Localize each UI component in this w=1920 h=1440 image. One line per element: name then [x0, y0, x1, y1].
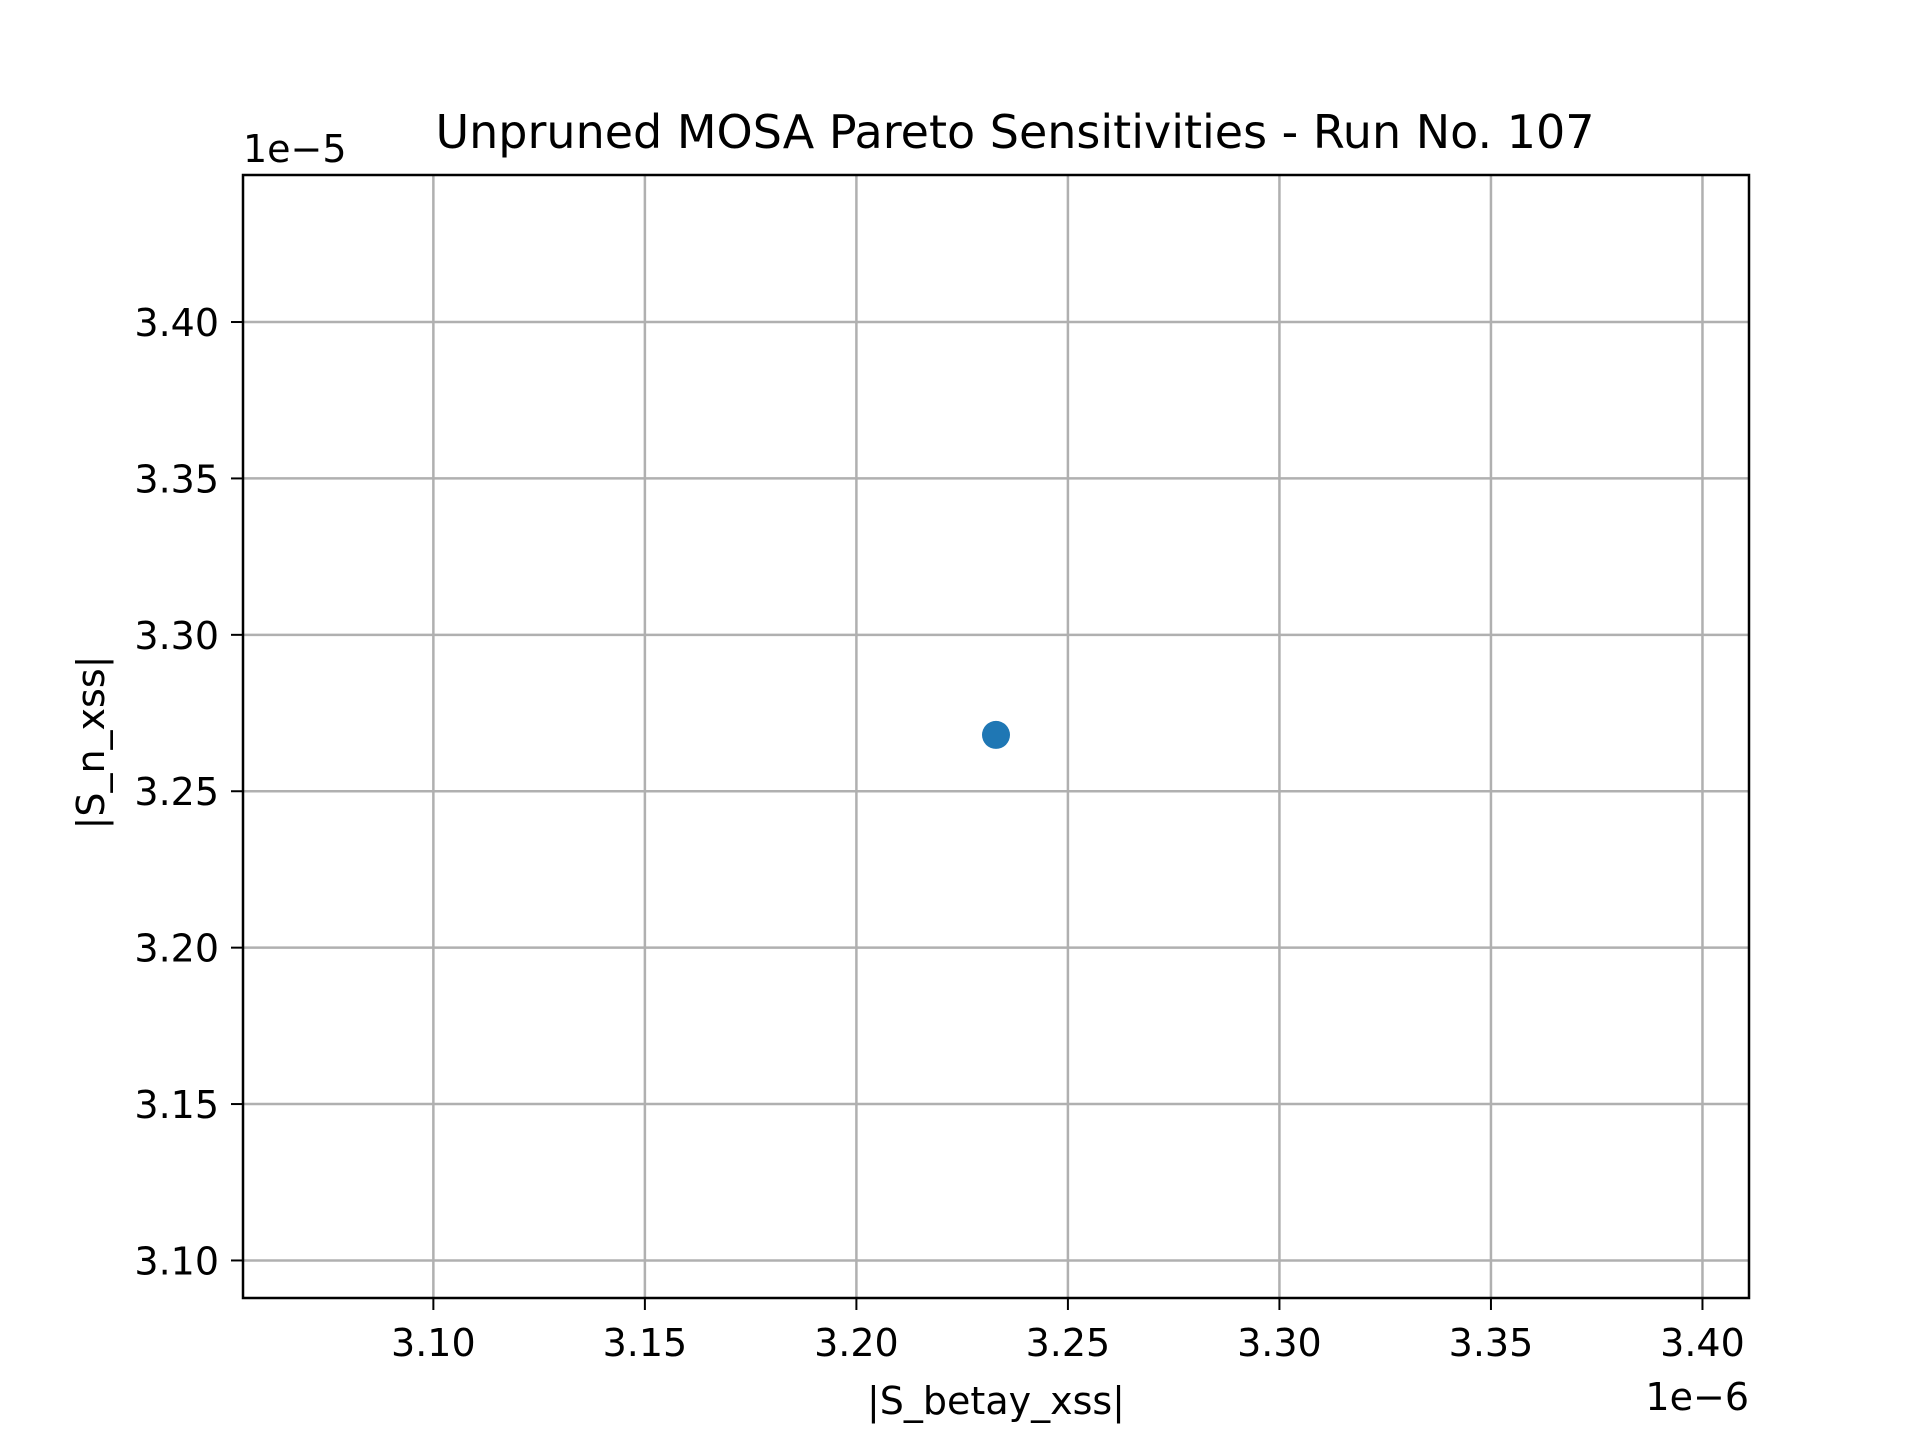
axis-ticks: 3.10 3.15 3.20 3.25 3.30 3.35 3.40 3.10 3.15 3.20… — [134, 301, 1744, 1365]
y-tick-label: 3.40 — [134, 301, 219, 345]
x-tick-label: 3.20 — [814, 1321, 899, 1365]
data-point — [982, 720, 1010, 749]
chart-title: Unpruned MOSA Pareto Sensitivities - Run… — [435, 105, 1594, 159]
x-tick-label: 3.40 — [1660, 1321, 1745, 1365]
x-tick-label: 3.30 — [1237, 1321, 1322, 1365]
x-tick-label: 3.35 — [1449, 1321, 1534, 1365]
y-tick-label: 3.15 — [134, 1083, 219, 1127]
y-axis-offset-label: 1e−5 — [243, 127, 347, 171]
y-tick-label: 3.35 — [134, 457, 219, 501]
y-tick-label: 3.10 — [134, 1239, 219, 1283]
grid — [243, 175, 1749, 1298]
y-tick-label: 3.25 — [134, 770, 219, 814]
x-axis-label: |S_betay_xss| — [867, 1379, 1125, 1424]
x-tick-label: 3.15 — [603, 1321, 688, 1365]
y-tick-label: 3.30 — [134, 614, 219, 658]
x-axis-offset-label: 1e−6 — [1645, 1375, 1749, 1419]
plot-frame — [241, 173, 1751, 1300]
y-tick-label: 3.20 — [134, 927, 219, 971]
data-points — [982, 720, 1010, 749]
x-tick-label: 3.25 — [1026, 1321, 1111, 1365]
x-tick-label: 3.10 — [391, 1321, 476, 1365]
y-axis-label: |S_n_xss| — [69, 656, 114, 830]
